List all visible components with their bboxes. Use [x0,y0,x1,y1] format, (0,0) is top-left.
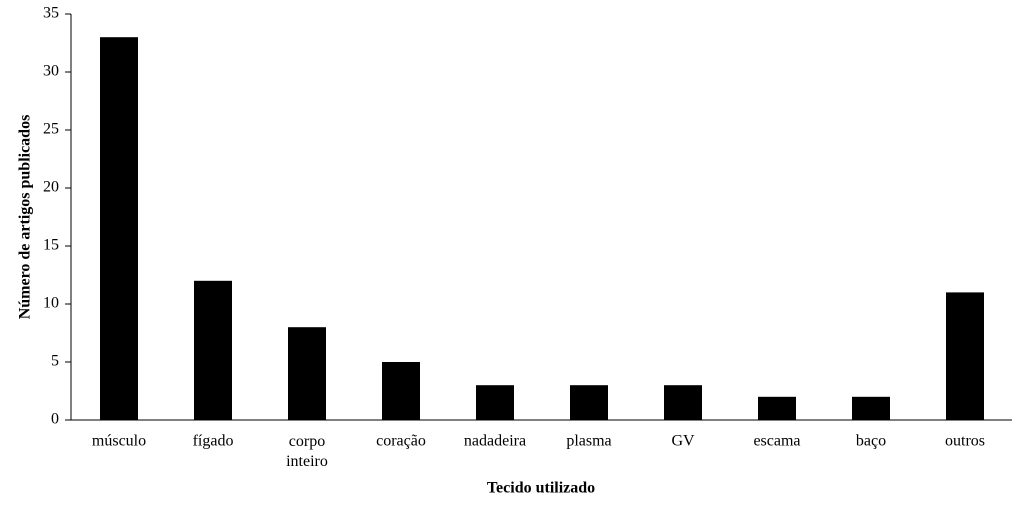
bar [476,385,514,420]
x-tick-label-line: corpo [289,433,325,450]
x-tick-label: GV [671,433,695,450]
x-tick-label: corpo inteiro [286,433,328,470]
y-tick-label: 0 [51,411,59,428]
y-tick-label: 5 [51,353,59,370]
bar [664,385,702,420]
y-tick-label: 15 [43,237,59,254]
x-tick-label: nadadeira [464,433,526,450]
x-tick-label: outros [945,433,985,450]
y-tick-label: 35 [43,5,59,22]
x-tick-label: plasma [566,433,611,450]
x-tick-label: fígado [193,433,234,450]
bar [570,385,608,420]
y-tick-label: 30 [43,63,59,80]
x-tick-label-line: inteiro [286,453,328,470]
bar [194,280,232,420]
y-axis-title: Número de artigos publicados [17,115,34,320]
bar [758,396,796,420]
bar [382,362,420,420]
y-tick-label: 20 [43,179,59,196]
x-tick-label: escama [753,433,800,450]
bar [946,292,984,420]
x-tick-label: músculo [92,433,146,450]
y-tick-label: 10 [43,295,59,312]
x-tick-label: coração [376,433,426,450]
y-tick-label: 25 [43,121,59,138]
x-axis-title: Tecido utilizado [487,480,595,497]
bar [288,327,326,420]
bar [100,37,138,420]
x-tick-label: baço [856,433,886,450]
bar [852,396,890,420]
